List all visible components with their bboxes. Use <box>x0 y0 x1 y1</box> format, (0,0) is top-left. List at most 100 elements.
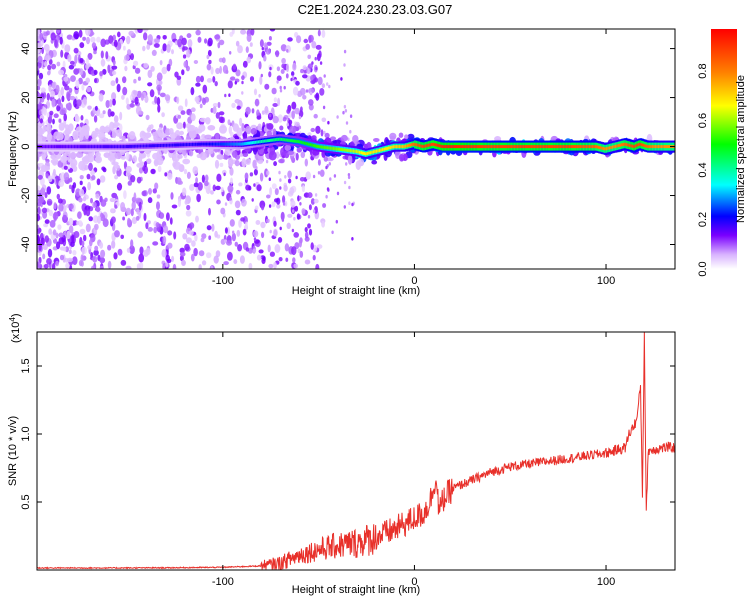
ridge-core <box>201 142 204 146</box>
ridge-core <box>228 142 232 146</box>
colorbar-tick-label: 0.0 <box>697 261 709 276</box>
ridge-core <box>112 145 116 149</box>
noise-speck <box>117 31 121 38</box>
noise-speck <box>274 244 281 253</box>
noise-speck <box>307 54 312 59</box>
noise-speck <box>328 84 331 89</box>
ridge-core <box>355 150 359 153</box>
noise-speck <box>310 127 316 133</box>
noise-speck <box>69 265 73 269</box>
noise-speck <box>277 237 283 243</box>
noise-speck <box>271 201 276 208</box>
noise-speck <box>237 244 243 252</box>
ridge-core <box>401 145 405 149</box>
ridge-core <box>556 145 560 149</box>
noise-speck <box>291 71 295 77</box>
noise-speck <box>143 249 149 257</box>
noise-speck <box>37 65 40 72</box>
noise-speck <box>251 198 254 202</box>
noise-speck <box>55 84 60 93</box>
noise-speck <box>85 77 90 84</box>
noise-speck <box>76 99 82 107</box>
noise-speck <box>347 175 351 180</box>
noise-speck <box>206 78 213 83</box>
noise-speck <box>181 37 187 46</box>
noise-speck <box>138 110 144 115</box>
noise-speck <box>68 249 72 255</box>
noise-speck <box>157 165 162 173</box>
noise-speck <box>135 215 140 221</box>
noise-speck <box>99 175 106 183</box>
noise-speck <box>253 168 258 176</box>
noise-speck <box>210 265 214 269</box>
noise-speck <box>102 110 106 115</box>
noise-speck <box>302 95 307 100</box>
spectral-blob <box>371 160 378 165</box>
noise-speck <box>37 235 40 244</box>
noise-speck <box>73 231 80 238</box>
noise-speck <box>325 194 328 199</box>
spectral-blob <box>139 130 146 139</box>
snr-plot-area <box>37 332 675 570</box>
noise-speck <box>182 187 187 197</box>
noise-speck <box>37 85 41 91</box>
noise-speck <box>69 95 76 101</box>
noise-speck <box>162 35 167 40</box>
noise-speck <box>136 90 142 99</box>
noise-speck <box>161 249 167 258</box>
noise-speck <box>141 190 147 197</box>
noise-speck <box>134 67 141 74</box>
noise-speck <box>269 113 272 118</box>
noise-speck <box>201 260 207 266</box>
spectral-blob <box>227 157 234 168</box>
ridge-core <box>533 145 537 149</box>
x-tick-label: 100 <box>597 576 615 588</box>
colorbar-tick-label: 0.2 <box>697 212 709 227</box>
noise-speck <box>241 80 244 85</box>
noise-speck <box>50 90 56 98</box>
noise-speck <box>321 83 326 89</box>
spectral-blob <box>389 132 397 140</box>
ridge-core <box>565 145 569 149</box>
noise-speck <box>207 37 213 47</box>
noise-speck <box>96 205 100 213</box>
noise-speck <box>143 212 147 222</box>
noise-speck <box>53 202 57 210</box>
noise-speck <box>307 192 313 199</box>
noise-speck <box>265 48 271 55</box>
noise-speck <box>280 44 287 52</box>
noise-speck <box>154 38 160 44</box>
noise-speck <box>114 174 119 180</box>
noise-speck <box>43 44 50 51</box>
noise-speck <box>269 29 276 32</box>
noise-speck <box>284 243 290 252</box>
spectral-blob <box>272 128 277 137</box>
noise-speck <box>46 258 52 265</box>
ridge-core <box>426 144 430 148</box>
noise-speck <box>173 231 177 240</box>
noise-speck <box>166 212 170 221</box>
ridge-core <box>266 139 270 143</box>
ridge-core <box>233 142 237 146</box>
noise-speck <box>274 188 279 196</box>
noise-speck <box>335 219 338 224</box>
noise-speck <box>40 187 46 196</box>
noise-speck <box>310 198 315 205</box>
noise-speck <box>295 152 299 161</box>
ridge-core <box>613 145 617 149</box>
ridge-core <box>575 145 578 149</box>
spectral-blob <box>99 125 106 134</box>
noise-speck <box>142 165 146 172</box>
noise-speck <box>206 63 212 71</box>
noise-speck <box>292 62 297 71</box>
noise-speck <box>219 65 223 74</box>
noise-speck <box>323 74 326 78</box>
ridge-core <box>374 150 378 153</box>
spectral-blob <box>280 147 285 156</box>
noise-speck <box>190 87 195 96</box>
noise-speck <box>206 252 212 259</box>
noise-speck <box>342 110 345 115</box>
noise-speck <box>206 54 210 60</box>
noise-speck <box>143 62 149 69</box>
spectral-blob <box>296 146 302 153</box>
